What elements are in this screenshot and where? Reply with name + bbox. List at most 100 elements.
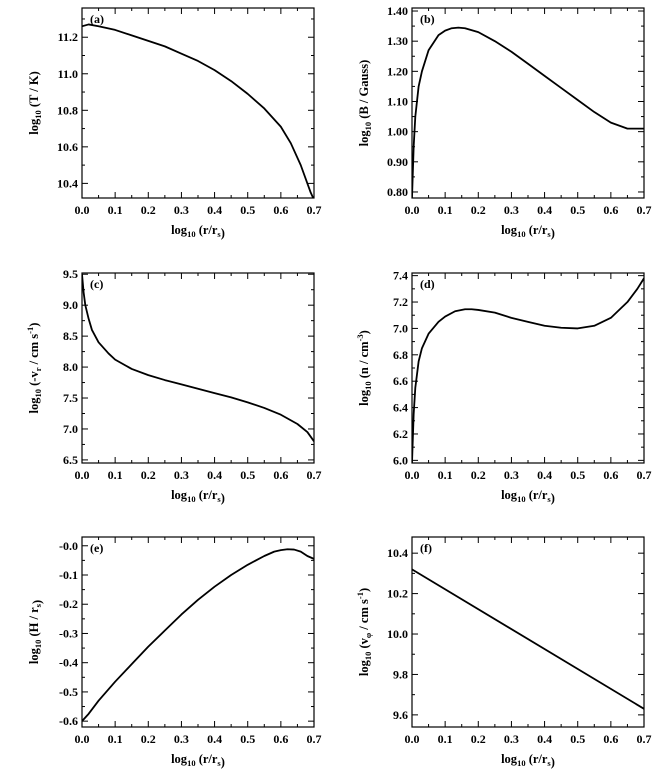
chart-panel-c: 0.0 0.1 0.2 0.3 0.4 0.5 0.6 0.7 6.5 7.0 7.5 8.0 8.5 9… xyxy=(25,267,322,505)
x-tick-label-e-2: 0.2 xyxy=(141,732,156,746)
chart-panel-e: 0.0 0.1 0.2 0.3 0.4 0.5 0.6 0.7 -0.6 -0.5 -0.4 -0.3… xyxy=(27,536,322,769)
y-tick-label-b-2: 1.00 xyxy=(387,125,408,139)
x-tick-label-c-6: 0.6 xyxy=(273,468,288,482)
x-tick-label-f-7: 0.7 xyxy=(637,732,652,746)
x-tick-label-c-2: 0.2 xyxy=(141,468,156,482)
y-tick-label-b-3: 1.10 xyxy=(387,94,408,108)
x-tick-label-b-7: 0.7 xyxy=(637,203,652,217)
y-tick-label-d-7: 7.4 xyxy=(393,269,408,283)
plot-frame-f xyxy=(411,536,645,728)
plot-frame-d xyxy=(411,272,645,464)
y-axis-label-d: log10 (n / cm-3) xyxy=(355,330,373,406)
y-tick-label-e-3: -0.3 xyxy=(59,626,78,640)
y-tick-label-e-4: -0.2 xyxy=(59,597,78,611)
panel-label-c: (c) xyxy=(90,277,103,291)
y-tick-label-b-5: 1.30 xyxy=(387,34,408,48)
y-tick-label-b-1: 0.90 xyxy=(387,155,408,169)
y-tick-label-d-6: 7.2 xyxy=(393,295,408,309)
plot-frame-e xyxy=(81,536,315,728)
x-tick-label-c-0: 0.0 xyxy=(75,468,90,482)
x-tick-label-b-5: 0.5 xyxy=(570,203,585,217)
y-tick-label-a-4: 11.2 xyxy=(58,30,78,44)
x-axis-label-f: log10 (r/rs) xyxy=(501,752,555,769)
plot-frame-b xyxy=(411,7,645,199)
y-axis-label-b: log10 (B / Gauss) xyxy=(357,60,373,147)
x-tick-label-e-3: 0.3 xyxy=(174,732,189,746)
x-tick-label-a-0: 0.0 xyxy=(75,203,90,217)
x-tick-label-d-1: 0.1 xyxy=(438,468,453,482)
x-tick-label-f-3: 0.3 xyxy=(504,732,519,746)
y-tick-label-c-5: 9.0 xyxy=(63,298,78,312)
x-tick-label-d-6: 0.6 xyxy=(603,468,618,482)
series-line-e-0 xyxy=(82,548,314,722)
x-tick-label-e-5: 0.5 xyxy=(240,732,255,746)
y-tick-label-e-6: -0.0 xyxy=(59,539,78,553)
x-tick-label-c-7: 0.7 xyxy=(307,468,322,482)
chart-panel-d: 0.0 0.1 0.2 0.3 0.4 0.5 0.6 0.7 6.0 6.2 6.4 6.6 6.8 7… xyxy=(355,269,652,505)
plot-frame-c xyxy=(81,272,315,464)
y-tick-label-f-2: 10.0 xyxy=(387,627,408,641)
x-tick-label-c-3: 0.3 xyxy=(174,468,189,482)
y-axis-label-c: log10 (-vr / cm s-1) xyxy=(25,323,43,414)
series-line-a-0 xyxy=(82,23,314,198)
series-line-b-0 xyxy=(412,26,644,198)
y-axis-label-e: log10 (H / rs) xyxy=(27,600,44,664)
y-tick-label-e-0: -0.6 xyxy=(59,714,78,728)
x-axis-label-a: log10 (r/rs) xyxy=(171,223,225,240)
x-tick-label-b-0: 0.0 xyxy=(405,203,420,217)
x-tick-label-f-4: 0.4 xyxy=(537,732,552,746)
series-line-c-0 xyxy=(82,274,314,442)
x-tick-label-a-4: 0.4 xyxy=(207,203,222,217)
y-tick-label-d-0: 6.0 xyxy=(393,453,408,467)
x-tick-label-f-1: 0.1 xyxy=(438,732,453,746)
x-tick-label-c-5: 0.5 xyxy=(240,468,255,482)
x-tick-label-a-5: 0.5 xyxy=(240,203,255,217)
y-tick-label-c-4: 8.5 xyxy=(63,329,78,343)
x-tick-label-b-3: 0.3 xyxy=(504,203,519,217)
y-tick-label-b-4: 1.20 xyxy=(387,64,408,78)
x-tick-label-e-4: 0.4 xyxy=(207,732,222,746)
x-tick-label-a-1: 0.1 xyxy=(108,203,123,217)
x-tick-label-d-7: 0.7 xyxy=(637,468,652,482)
y-tick-label-f-0: 9.6 xyxy=(393,708,408,722)
x-tick-label-a-3: 0.3 xyxy=(174,203,189,217)
chart-panel-f: 0.0 0.1 0.2 0.3 0.4 0.5 0.6 0.7 9.6 9.8 10.0 10.2 10… xyxy=(355,536,652,769)
chart-panel-b: 0.0 0.1 0.2 0.3 0.4 0.5 0.6 0.7 0.80 0.90 1.00 1.10… xyxy=(357,4,652,240)
x-tick-label-b-2: 0.2 xyxy=(471,203,486,217)
y-tick-label-c-3: 8.0 xyxy=(63,360,78,374)
panel-label-b: (b) xyxy=(420,12,435,26)
y-tick-label-e-5: -0.1 xyxy=(59,568,78,582)
x-tick-label-f-2: 0.2 xyxy=(471,732,486,746)
y-tick-label-a-3: 11.0 xyxy=(58,67,78,81)
y-tick-label-f-1: 9.8 xyxy=(393,667,408,681)
y-tick-label-b-6: 1.40 xyxy=(387,4,408,18)
y-axis-label-a: log10 (T / K) xyxy=(27,71,43,135)
x-tick-label-c-4: 0.4 xyxy=(207,468,222,482)
panel-label-e: (e) xyxy=(90,541,103,555)
x-tick-label-d-2: 0.2 xyxy=(471,468,486,482)
plot-frame-a xyxy=(81,7,315,199)
series-line-f-0 xyxy=(412,568,644,710)
x-axis-label-e: log10 (r/rs) xyxy=(171,752,225,769)
x-tick-label-d-5: 0.5 xyxy=(570,468,585,482)
x-tick-label-d-4: 0.4 xyxy=(537,468,552,482)
x-tick-label-b-6: 0.6 xyxy=(603,203,618,217)
x-tick-label-f-5: 0.5 xyxy=(570,732,585,746)
x-axis-label-d: log10 (r/rs) xyxy=(501,488,555,505)
y-tick-label-c-2: 7.5 xyxy=(63,391,78,405)
y-tick-label-d-2: 6.4 xyxy=(393,401,408,415)
panel-label-a: (a) xyxy=(90,12,104,26)
x-tick-label-f-6: 0.6 xyxy=(603,732,618,746)
x-axis-label-c: log10 (r/rs) xyxy=(171,488,225,505)
y-tick-label-d-5: 7.0 xyxy=(393,321,408,335)
y-tick-label-a-1: 10.6 xyxy=(57,140,78,154)
x-tick-label-a-6: 0.6 xyxy=(273,203,288,217)
y-tick-label-d-4: 6.8 xyxy=(393,348,408,362)
x-tick-label-a-7: 0.7 xyxy=(307,203,322,217)
y-tick-label-e-1: -0.5 xyxy=(59,685,78,699)
x-tick-label-b-1: 0.1 xyxy=(438,203,453,217)
y-tick-label-d-1: 6.2 xyxy=(393,427,408,441)
x-tick-label-e-1: 0.1 xyxy=(108,732,123,746)
y-tick-label-c-1: 7.0 xyxy=(63,422,78,436)
x-tick-label-d-3: 0.3 xyxy=(504,468,519,482)
